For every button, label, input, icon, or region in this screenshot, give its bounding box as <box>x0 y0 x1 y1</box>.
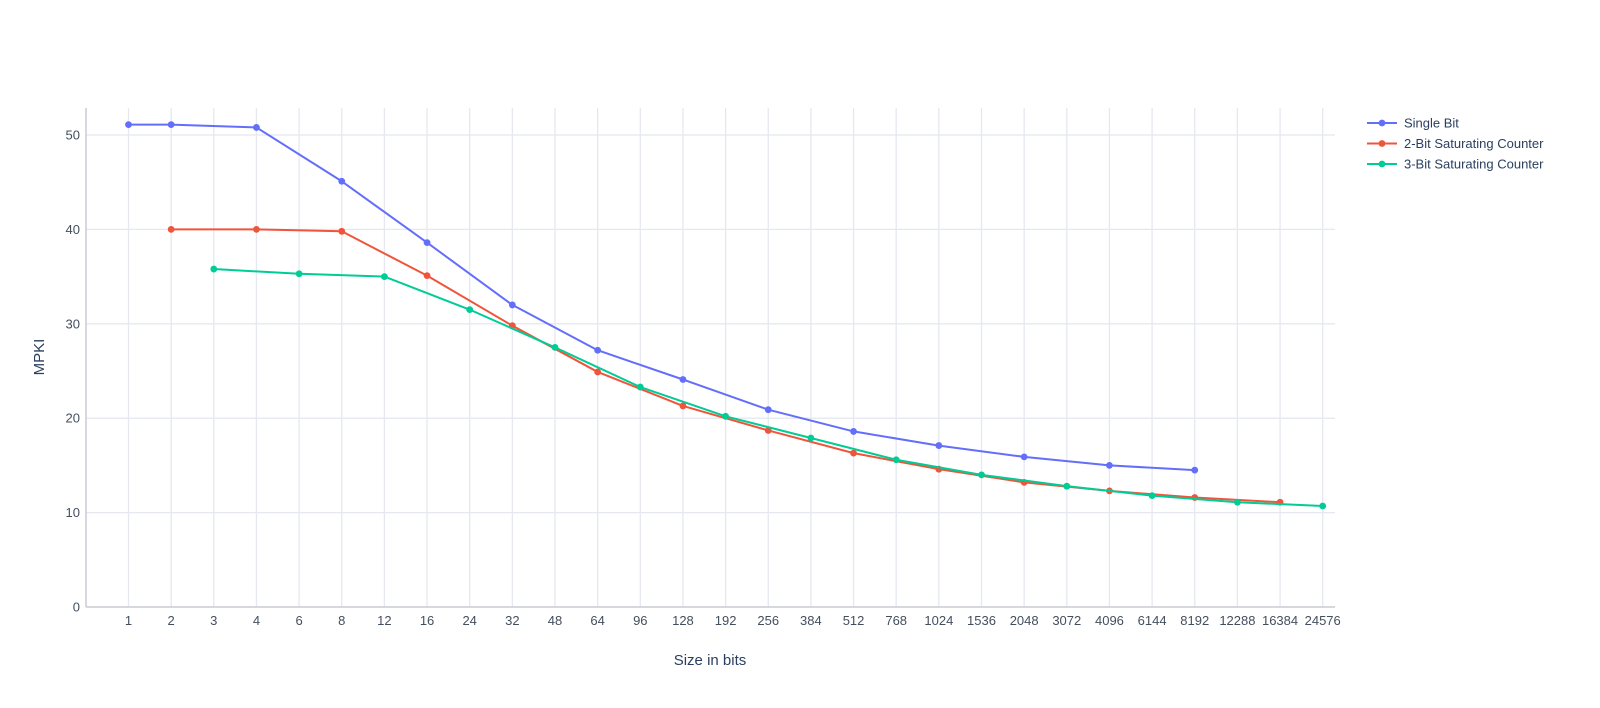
x-tick-label: 192 <box>715 613 737 628</box>
x-tick-label: 2 <box>168 613 175 628</box>
data-point[interactable] <box>381 273 388 280</box>
data-point[interactable] <box>636 383 644 391</box>
data-point[interactable] <box>167 121 175 129</box>
legend-swatch-marker <box>1378 160 1386 168</box>
y-tick-label: 50 <box>66 128 80 143</box>
x-tick-label: 6 <box>295 613 302 628</box>
data-point[interactable] <box>679 376 687 383</box>
legend-label: Single Bit <box>1404 116 1459 131</box>
x-tick-label: 24 <box>462 613 476 628</box>
x-tick-label: 8192 <box>1180 613 1209 628</box>
x-axis-title: Size in bits <box>674 652 747 669</box>
legend-item-3-bit-saturating-counter[interactable]: 3-Bit Saturating Counter <box>1367 157 1544 172</box>
y-tick-label: 0 <box>73 600 80 615</box>
x-tick-label: 1024 <box>924 613 953 628</box>
series-line-3-bit-saturating-counter <box>213 268 1323 507</box>
data-point[interactable] <box>679 402 687 410</box>
data-point[interactable] <box>978 471 985 479</box>
grid <box>86 108 1335 607</box>
x-tick-label: 16 <box>420 613 434 628</box>
data-point[interactable] <box>807 434 815 442</box>
x-tick-label: 24576 <box>1305 613 1341 628</box>
x-tick-label: 48 <box>548 613 562 628</box>
legend-swatch-marker <box>1378 140 1386 147</box>
data-point[interactable] <box>210 265 218 273</box>
x-axis-tick-labels: 1 2 3 4 6 8 12 16 24 32 48 64 96 128 192 256 384 512 768 10… <box>125 613 1341 628</box>
x-tick-label: 1 <box>125 613 132 628</box>
series-plot-area <box>125 121 1327 510</box>
series-single-bit <box>125 121 1199 474</box>
data-point[interactable] <box>892 456 900 464</box>
x-tick-label: 2048 <box>1010 613 1039 628</box>
x-tick-label: 32 <box>505 613 519 628</box>
data-point[interactable] <box>764 427 772 434</box>
y-axis-title: MPKI <box>31 339 48 376</box>
x-tick-label: 12 <box>377 613 391 628</box>
y-tick-label: 40 <box>66 222 80 237</box>
x-tick-label: 256 <box>757 613 779 628</box>
x-tick-label: 16384 <box>1262 613 1298 628</box>
data-point[interactable] <box>1148 492 1156 500</box>
data-point[interactable] <box>253 124 260 131</box>
data-point[interactable] <box>338 177 346 185</box>
axes <box>85 108 1335 608</box>
series-3-bit-saturating-counter <box>210 265 1327 510</box>
data-point[interactable] <box>722 412 729 420</box>
data-point[interactable] <box>850 428 857 435</box>
data-point[interactable] <box>850 449 857 457</box>
data-point[interactable] <box>338 227 346 235</box>
data-point[interactable] <box>935 442 943 449</box>
data-point[interactable] <box>253 226 260 233</box>
data-point[interactable] <box>594 346 602 354</box>
x-tick-label: 512 <box>843 613 865 628</box>
data-point[interactable] <box>1020 453 1028 461</box>
y-tick-label: 30 <box>66 316 80 331</box>
x-tick-label: 12288 <box>1219 613 1255 628</box>
legend[interactable]: Single Bit 2-Bit Saturating Counter 3-Bit … <box>1367 116 1544 172</box>
legend-item-single-bit[interactable]: Single Bit <box>1367 116 1459 131</box>
x-tick-label: 6144 <box>1138 613 1167 628</box>
x-tick-label: 3 <box>210 613 217 628</box>
data-point[interactable] <box>508 301 516 309</box>
legend-label: 2-Bit Saturating Counter <box>1404 136 1544 151</box>
data-point[interactable] <box>764 406 772 414</box>
x-tick-label: 8 <box>338 613 345 628</box>
y-tick-label: 10 <box>66 505 80 520</box>
y-axis-tick-labels: 0 10 20 30 40 50 <box>66 128 80 615</box>
x-tick-label: 128 <box>672 613 694 628</box>
series-line-single-bit <box>128 123 1195 472</box>
data-point[interactable] <box>423 239 431 247</box>
data-point[interactable] <box>125 121 132 129</box>
x-tick-label: 768 <box>885 613 907 628</box>
legend-item-2-bit-saturating-counter[interactable]: 2-Bit Saturating Counter <box>1367 136 1544 151</box>
data-point[interactable] <box>167 226 175 233</box>
data-point[interactable] <box>1191 466 1199 474</box>
data-point[interactable] <box>594 368 602 376</box>
x-tick-label: 3072 <box>1052 613 1081 628</box>
data-point[interactable] <box>1234 498 1241 506</box>
data-point[interactable] <box>1319 502 1327 510</box>
data-point[interactable] <box>1106 462 1113 469</box>
data-point[interactable] <box>1063 482 1071 490</box>
x-tick-label: 96 <box>633 613 647 628</box>
legend-label: 3-Bit Saturating Counter <box>1404 157 1544 172</box>
data-point[interactable] <box>295 270 303 278</box>
x-tick-label: 1536 <box>967 613 996 628</box>
x-tick-label: 4 <box>253 613 260 628</box>
y-tick-label: 20 <box>66 411 80 426</box>
x-tick-label: 384 <box>800 613 822 628</box>
x-tick-label: 64 <box>590 613 604 628</box>
data-point[interactable] <box>423 272 431 280</box>
data-point[interactable] <box>551 344 559 351</box>
legend-swatch-marker <box>1378 119 1386 127</box>
x-tick-label: 4096 <box>1095 613 1124 628</box>
data-point[interactable] <box>466 306 474 314</box>
